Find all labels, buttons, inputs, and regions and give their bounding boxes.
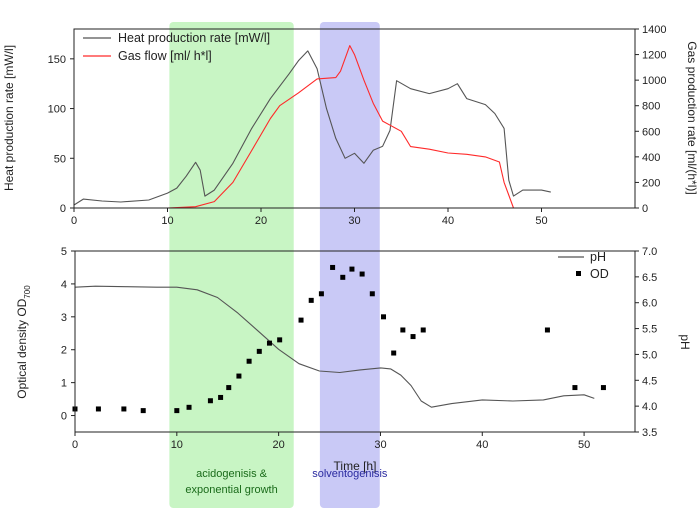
- od-point: [410, 334, 416, 340]
- legend-od-swatch: [576, 271, 581, 276]
- bottom-right-tick-label: 6.5: [642, 272, 657, 284]
- od-point: [236, 373, 242, 379]
- top-left-tick-label: 0: [60, 203, 66, 215]
- top-left-tick-label: 100: [48, 104, 66, 116]
- top-legend: Heat production rate [mW/l] Gas flow [ml…: [83, 31, 270, 63]
- od-axis-label-subscript: 700: [23, 285, 32, 299]
- phase-bands: [169, 22, 380, 508]
- bottom-left-tick-label: 2: [61, 345, 67, 357]
- bottom-right-tick-label: 4.0: [642, 401, 657, 413]
- bottom-right-tick-label: 5.5: [642, 324, 657, 336]
- od-point: [266, 340, 272, 346]
- top-right-tick-label: 600: [642, 126, 660, 138]
- od-point: [186, 404, 192, 410]
- od-point: [226, 385, 232, 391]
- od-point: [359, 271, 365, 277]
- od-point: [140, 408, 146, 414]
- bottom-left-tick-label: 1: [61, 378, 67, 390]
- bottom-right-tick-label: 5.0: [642, 349, 657, 361]
- bottom-left-axis-label: Optical density OD700: [15, 285, 32, 399]
- od-point: [381, 314, 387, 320]
- top-x-tick-label: 30: [348, 215, 360, 227]
- bottom-plot-frame: [74, 250, 636, 433]
- bottom-x-tick-label: 50: [578, 439, 590, 451]
- top-x-tick-label: 10: [161, 215, 173, 227]
- top-right-tick-label: 1200: [642, 50, 666, 62]
- od-point: [174, 408, 180, 414]
- bottom-left-tick-label: 4: [61, 279, 67, 291]
- top-left-axis-label: Heat production rate [mW/l]: [2, 45, 16, 191]
- top-axes: 0 10 20 30 40 50 0 50 100 150 0 200 400 600 800 1000 120…: [48, 24, 667, 227]
- top-x-tick-label: 20: [255, 215, 267, 227]
- bottom-left-tick-label: 0: [61, 411, 67, 423]
- od-point: [256, 348, 262, 354]
- legend-heat-label: Heat production rate [mW/l]: [118, 31, 270, 45]
- top-right-tick-label: 800: [642, 101, 660, 113]
- bottom-axes: 0 10 20 30 40 50 0 1 2 3 4 5 3.5 4.0 4.5 5.0 5.5 6.0 6.5 7.…: [61, 246, 657, 451]
- od-point: [600, 385, 606, 391]
- od-point: [277, 337, 283, 343]
- bottom-right-tick-label: 3.5: [642, 427, 657, 439]
- bottom-series-layer: [72, 264, 606, 414]
- bottom-right-tick-label: 4.5: [642, 375, 657, 387]
- legend-od-label: OD: [590, 267, 609, 281]
- bottom-x-tick-label: 0: [72, 439, 78, 451]
- top-right-tick-label: 200: [642, 177, 660, 189]
- top-x-tick-label: 40: [442, 215, 454, 227]
- top-left-tick-label: 150: [48, 54, 66, 66]
- bottom-legend: pH OD: [558, 250, 609, 281]
- od-point: [121, 406, 127, 412]
- od-point: [369, 291, 375, 297]
- od-point: [572, 385, 578, 391]
- od-point: [420, 327, 426, 333]
- bottom-right-tick-label: 7.0: [642, 246, 657, 258]
- legend-gas-label: Gas flow [ml/ h*l]: [118, 49, 212, 63]
- top-right-axis-label: Gas production rate [ml/(h*l)]: [685, 41, 698, 194]
- phase-label: solventogenisis: [312, 468, 388, 480]
- ph-line: [74, 285, 595, 408]
- od-point: [308, 297, 314, 303]
- bottom-chart: 0 10 20 30 40 50 0 1 2 3 4 5 3.5 4.0 4.5 5.0 5.5 6.0 6.5 7.…: [15, 246, 692, 473]
- od-point: [318, 291, 324, 297]
- bottom-x-tick-label: 30: [374, 439, 386, 451]
- od-point: [340, 274, 346, 280]
- bottom-left-tick-label: 5: [61, 246, 67, 258]
- top-right-tick-label: 1400: [642, 24, 666, 36]
- top-left-tick-label: 50: [54, 153, 66, 165]
- phase-label-line2: exponential growth: [185, 484, 277, 496]
- top-chart: 0 10 20 30 40 50 0 50 100 150 0 200 400 600 800 1000 120…: [2, 24, 698, 227]
- bottom-left-tick-label: 3: [61, 312, 67, 324]
- od-point: [218, 394, 224, 400]
- heat-production-line: [73, 50, 551, 206]
- bottom-right-tick-label: 6.0: [642, 298, 657, 310]
- od-axis-label-text: Optical density OD: [15, 298, 29, 398]
- top-right-tick-label: 0: [642, 203, 648, 215]
- top-right-tick-label: 400: [642, 152, 660, 164]
- top-x-tick-label: 50: [535, 215, 547, 227]
- x-axis-label: Time [h]: [334, 459, 377, 473]
- od-point: [400, 327, 406, 333]
- gas-flow-line: [167, 45, 515, 209]
- phase-band: [169, 22, 294, 508]
- od-point: [246, 358, 252, 364]
- top-right-tick-label: 1000: [642, 75, 666, 87]
- od-point: [544, 327, 550, 333]
- od-point: [391, 350, 397, 356]
- bottom-x-tick-label: 20: [273, 439, 285, 451]
- bottom-x-tick-label: 10: [171, 439, 183, 451]
- od-point: [349, 266, 355, 272]
- od-point: [330, 264, 336, 270]
- bottom-x-tick-label: 40: [476, 439, 488, 451]
- legend-ph-label: pH: [590, 250, 606, 264]
- top-x-tick-label: 0: [71, 215, 77, 227]
- phase-labels: acidogenisis & exponential growth solvento…: [185, 468, 388, 496]
- phase-label: acidogenisis &: [196, 468, 268, 480]
- bottom-right-axis-label: pH: [678, 334, 692, 349]
- od-point: [298, 317, 304, 323]
- od-point: [207, 398, 213, 404]
- top-series-layer: [73, 45, 551, 209]
- phase-band: [319, 22, 380, 508]
- od-point: [95, 406, 101, 412]
